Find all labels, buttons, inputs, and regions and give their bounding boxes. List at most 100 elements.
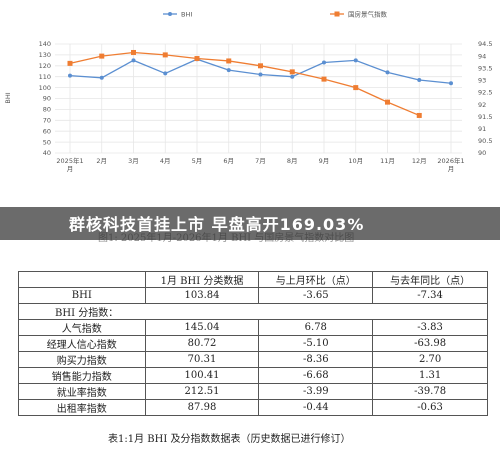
table-cell: -0.44 [258,399,374,416]
x-tick-label: 3月 [128,157,139,165]
headline-banner [0,207,500,240]
table-cell: 145.04 [144,319,260,336]
table-row: 就业率指数 212.51 -3.99 -39.78 [18,383,488,400]
x-tick-label: 2026年1 [437,156,464,165]
table-cell: 70.31 [144,351,260,368]
table-subheader-cell: BHI 分指数： [18,303,488,320]
table-cell: 100.41 [144,367,260,384]
table-cell: -63.98 [372,335,488,352]
table-cell: 87.98 [144,399,260,416]
y-left-tick-label: 140 [39,40,51,48]
y-left-tick-label: 110 [39,73,51,81]
table-cell: -6.68 [258,367,374,384]
data-point [417,77,422,82]
data-point [131,49,136,55]
legend-swatch-marker [334,11,340,17]
data-point [163,71,168,76]
legend-label: 国房景气指数 [348,9,388,18]
data-point [322,60,326,65]
table-cell: -3.99 [258,383,374,400]
table-row: BHI 103.84 -3.65 -7.34 [18,287,488,304]
data-point [321,76,327,82]
data-point [289,69,295,75]
x-tick-label: 10月 [348,157,363,165]
table-cell: -3.83 [372,319,488,336]
table-cell: 经理人信心指数 [18,335,146,352]
table-cell: -0.63 [372,399,488,416]
y-left-tick-label: 40 [43,149,51,157]
data-point [194,56,200,62]
data-point [385,70,390,75]
y-right-tick-label: 93.5 [478,64,492,72]
y-right-tick-label: 94 [478,52,486,60]
table-cell: 212.51 [144,383,260,400]
y-right-tick-label: 92 [478,101,486,109]
y-left-tick-label: 130 [39,51,51,59]
x-tick-label: 6月 [223,157,234,165]
y-right-tick-label: 90 [478,149,486,157]
table-cell: 销售能力指数 [18,367,146,384]
table-subheader-row: BHI 分指数： [18,303,488,320]
table-cell: 103.84 [144,287,260,304]
y-axis-label: BHI [4,92,12,103]
table-cell: 80.72 [144,335,260,352]
x-tick-label: 2025年1 [56,156,83,165]
legend-label: BHI [181,10,192,18]
table-cell: -3.65 [258,287,374,304]
chart-container: 140 130 120 110 100 90 80 70 60 50 40 94.5 94 93.5 93 9… [0,0,500,200]
table-row: 出租率指数 87.98 -0.44 -0.63 [18,399,488,416]
bhi-data-table: 1月 BHI 分类数据 与上月环比（点） 与去年同比（点） BHI 103.84… [18,271,488,416]
y-right-tick-label: 91.5 [478,113,492,121]
table-caption: 表1:1月 BHI 及分指数数据表（历史数据已进行修订） [108,434,351,445]
y-right-tick-label: 91 [478,125,486,133]
figure-caption: 图1: 2025年1月-2026年1月 BHI 与国房景气指数对比图 [98,233,355,244]
table-header-cell [18,271,146,288]
y-right-tick-label: 93 [478,77,486,85]
table-cell: 就业率指数 [18,383,146,400]
x-tick-label: 月 [448,165,455,173]
data-point [162,52,168,58]
table-cell: -5.10 [258,335,374,352]
y-left-tick-label: 90 [43,95,51,103]
table-cell: 人气指数 [18,319,146,336]
table-cell: 6.78 [258,319,374,336]
table-row: 经理人信心指数 80.72 -5.10 -63.98 [18,335,488,352]
data-point [226,68,231,73]
table-cell: -7.34 [372,287,488,304]
table-header-cell: 与上月环比（点） [258,271,374,288]
data-point [353,58,358,63]
table-cell: 2.70 [372,351,488,368]
y-left-tick-label: 60 [43,127,51,135]
data-point [131,58,136,63]
table-header-row: 1月 BHI 分类数据 与上月环比（点） 与去年同比（点） [18,271,488,288]
data-point [67,60,73,66]
table-cell: BHI [18,287,146,304]
table-cell: 购买力指数 [18,351,146,368]
table-row: 销售能力指数 100.41 -6.68 1.31 [18,367,488,384]
legend-swatch-marker [168,12,172,16]
x-tick-label: 9月 [319,157,330,165]
x-tick-label: 5月 [192,157,203,165]
headline-text[interactable]: 群核科技首挂上市 早盘高开169.03% [69,215,365,234]
y-right-tick-label: 92.5 [478,89,492,97]
data-point [99,75,104,80]
table-cell: -39.78 [372,383,488,400]
data-point [385,99,390,105]
table-cell: 1.31 [372,367,488,384]
x-tick-label: 2月 [96,157,107,165]
table-cell: -8.36 [258,351,374,368]
table-header-cell: 1月 BHI 分类数据 [144,271,260,288]
table-header-cell: 与去年同比（点） [372,271,488,288]
series-line [69,51,420,117]
x-tick-label: 8月 [287,157,298,165]
y-left-tick-label: 100 [39,84,51,92]
y-left-tick-label: 120 [39,62,51,70]
table-cell: 出租率指数 [18,399,146,416]
x-tick-label: 月 [67,165,74,173]
y-right-tick-label: 90.5 [478,137,492,145]
data-point [353,85,359,91]
data-point [68,73,72,78]
data-point [416,112,422,118]
data-point [290,74,295,79]
data-point [449,81,453,86]
